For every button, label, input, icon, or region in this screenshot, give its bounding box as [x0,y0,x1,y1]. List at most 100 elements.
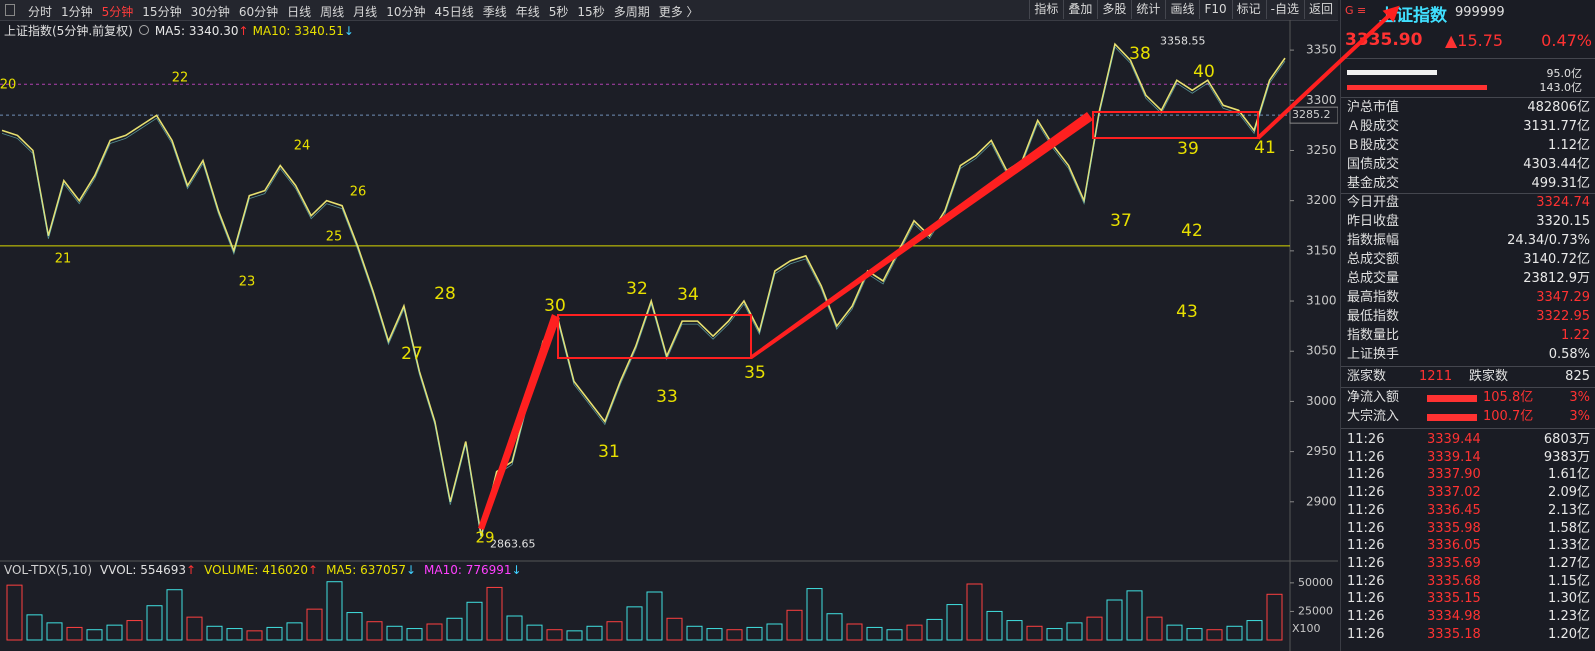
stat-label: 总成交额 [1347,252,1400,267]
tool-button[interactable]: 统计 [1131,0,1164,19]
flow-pct: 3% [1569,409,1590,424]
volume-legend: MA5: 637057↓ [326,563,416,577]
tick-amount: 1.61亿 [1548,467,1590,483]
volume-legend: MA10: 776991↓ [424,563,522,577]
stat-label: 指数量比 [1347,328,1400,343]
period-tab[interactable]: 45日线 [434,5,474,19]
stat-row: 总成交额 3140.72亿 [1347,251,1590,269]
price-tag: 3285.2 [1292,108,1331,121]
y-tick-label: 50000 [1298,576,1333,589]
volume-bar [486,586,503,641]
period-tab[interactable]: 周线 [320,5,345,19]
period-tab[interactable]: 15分钟 [142,5,182,19]
volume-bar [6,584,23,641]
tick-time: 11:26 [1347,591,1385,607]
stat-value: 24.34/0.73% [1507,233,1590,248]
volume-bar [586,625,603,641]
volume-bar [1086,616,1103,641]
volume-bar [206,625,223,641]
ma-legend: MA5: 3340.30↑ [155,24,249,38]
period-tab[interactable]: 月线 [353,5,378,19]
volume-legend-arrow: ↓ [511,563,522,577]
period-tab[interactable]: 10分钟 [386,5,426,19]
extreme-price-label: 3358.55 [1160,35,1206,48]
period-tab[interactable]: 更多 〉 [658,5,699,19]
last-price: 3335.90 [1345,30,1423,50]
tick-time: 11:26 [1347,573,1385,589]
wave-label: 41 [1254,138,1276,158]
tick-amount: 1.23亿 [1548,609,1590,624]
period-tab[interactable]: 年线 [515,5,540,19]
period-tab[interactable]: 60分钟 [238,5,279,19]
stat-row: 今日开盘 3324.74 [1347,194,1590,212]
volume-bar [766,623,783,641]
period-tab[interactable]: 30分钟 [190,5,230,19]
volume-bar [806,588,823,641]
unit-label: X100 [1292,622,1321,635]
tick-amount: 1.15亿 [1548,573,1590,589]
tick-time: 11:26 [1347,520,1385,536]
volume-bar [986,610,1003,641]
tick-row: 11:26 3339.44 6803万 [1347,431,1590,449]
tick-amount: 2.09亿 [1548,485,1590,501]
volume-bar [106,624,123,641]
period-tab[interactable]: 季线 [482,5,507,19]
tool-button[interactable]: 叠加 [1063,0,1096,19]
tool-button[interactable]: 标记 [1231,0,1265,19]
tick-amount: 9383万 [1543,449,1590,465]
volume-bar [266,626,283,641]
wave-label: 33 [656,387,678,407]
volume-bar [346,612,363,641]
volume-bar [926,618,943,641]
period-tab[interactable]: 5秒 [548,5,569,19]
stat-row: 上证换手 0.58% [1347,346,1590,364]
stat-label: 指数振幅 [1347,233,1400,248]
tick-row: 11:26 3334.98 1.23亿 [1347,608,1590,626]
period-tab[interactable]: 多周期 [613,5,650,19]
tick-amount: 2.13亿 [1548,502,1590,518]
bar-white [1347,70,1437,75]
volume-bar [226,628,243,641]
volume-bar [1186,628,1203,641]
flow-label: 净流入额 [1347,390,1400,405]
volume-bar [826,613,843,641]
stat-value: 3347.29 [1536,290,1590,305]
tick-row: 11:26 3339.14 9383万 [1347,449,1590,467]
tick-row: 11:26 3337.02 2.09亿 [1347,484,1590,502]
stat-value: 0.58% [1548,347,1590,362]
wave-label: 43 [1176,302,1198,322]
wave-label: 25 [326,230,343,245]
period-tab[interactable]: 1分钟 [61,5,93,19]
flow-bar [1427,395,1477,402]
volume-bar [646,591,663,641]
period-tab[interactable]: 分时 [28,5,53,19]
volume-bar [706,628,723,641]
tool-button[interactable]: 多股 [1097,0,1130,19]
tool-button[interactable]: 指标 [1029,0,1062,19]
tick-row: 11:26 3335.15 1.30亿 [1347,590,1590,608]
tool-button[interactable]: 画线 [1165,0,1198,19]
tick-price: 3334.98 [1427,609,1481,624]
stat-label: 昨日收盘 [1347,214,1400,229]
stat-row: 最高指数 3347.29 [1347,289,1590,307]
tick-row: 11:26 3335.18 1.20亿 [1347,626,1590,644]
volume-bar [1246,620,1263,641]
tick-price: 3335.15 [1427,591,1481,607]
volume-bar [686,625,703,641]
volume-bar [1206,629,1223,641]
wave-label: 37 [1110,211,1132,231]
wave-label: 23 [239,275,256,290]
volume-bar [846,623,863,641]
y-tick-label: 3050 [1306,344,1337,358]
period-tab[interactable]: 15秒 [577,5,605,19]
period-tab[interactable]: 日线 [287,5,312,19]
volume-legend-arrow: ↑ [308,563,319,577]
stat-value: 499.31亿 [1531,176,1591,191]
tool-button[interactable]: F10 [1199,0,1230,19]
period-tab[interactable]: 5分钟 [101,5,134,19]
wave-label: 30 [544,296,566,316]
volume-bar [286,622,303,641]
index-code: 999999 [1455,5,1505,20]
stat-label: 最低指数 [1347,309,1400,324]
